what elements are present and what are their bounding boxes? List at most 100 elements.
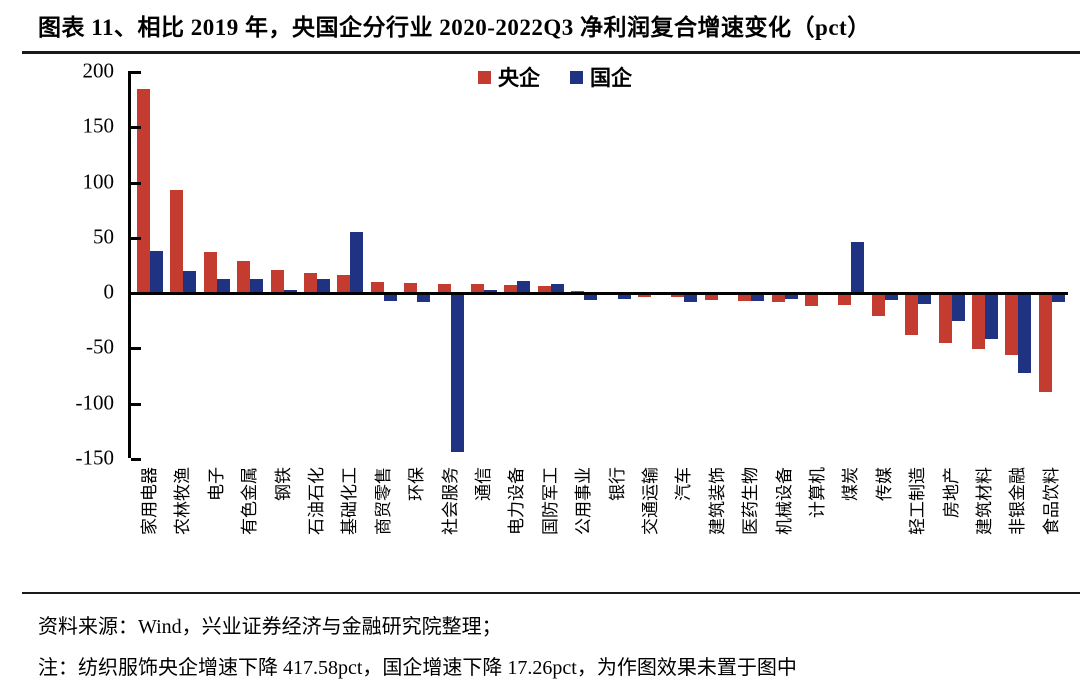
- category-label: 通信: [474, 467, 493, 501]
- bar-state: [517, 280, 531, 293]
- bar-central: [404, 283, 418, 293]
- bar-central: [905, 293, 919, 335]
- bar-central: [337, 275, 351, 293]
- category-label: 基础化工: [340, 467, 360, 535]
- bar-central: [237, 260, 251, 293]
- category-label: 石油石化: [307, 467, 326, 535]
- bar-state: [918, 293, 932, 305]
- bar-state: [383, 293, 397, 301]
- bar-state: [617, 293, 631, 299]
- bar-central: [437, 284, 451, 293]
- bar-central: [471, 284, 484, 293]
- category-label: 汽车: [674, 467, 694, 501]
- category-label: 农林牧渔: [173, 467, 193, 535]
- y-axis-tick: [131, 402, 141, 406]
- category-label: 食品饮料: [1041, 467, 1061, 535]
- category-label: 钢铁: [273, 467, 293, 501]
- bar-central: [137, 88, 150, 293]
- category-label: 交通运输: [641, 467, 660, 535]
- bar-state: [1051, 293, 1065, 302]
- bar-central: [370, 281, 384, 293]
- bar-central: [838, 293, 852, 306]
- chart-title: 图表 11、相比 2019 年，央国企分行业 2020-2022Q3 净利润复合…: [38, 15, 871, 40]
- bar-state: [250, 278, 264, 293]
- category-label: 有色金属: [240, 467, 260, 535]
- category-label: 房地产: [941, 467, 961, 518]
- bar-central: [771, 293, 785, 302]
- bar-central: [170, 190, 184, 293]
- bar-state: [317, 278, 330, 293]
- legend-item-central: 央企: [478, 62, 540, 92]
- category-label: 计算机: [808, 467, 827, 518]
- category-label: 机械设备: [774, 467, 794, 535]
- category-label: 电子: [206, 467, 226, 501]
- bar-state: [985, 293, 998, 340]
- footer-divider: [22, 592, 1080, 594]
- bar-state: [784, 293, 798, 299]
- y-axis-line: [128, 71, 131, 458]
- bar-central: [504, 285, 518, 293]
- bar-state: [550, 284, 564, 293]
- bar-central: [704, 293, 718, 300]
- y-axis-tick: [131, 457, 141, 461]
- bar-central: [671, 293, 685, 298]
- category-label: 家用电器: [140, 467, 159, 535]
- legend-item-state: 国企: [570, 62, 632, 92]
- category-label: 公用事业: [574, 467, 594, 535]
- category-label: 医药生物: [741, 467, 761, 535]
- x-axis-line: [128, 292, 1068, 295]
- category-label: 非银金融: [1008, 467, 1028, 535]
- category-label: 商贸零售: [373, 467, 393, 535]
- note-text: 注：纺织服饰央企增速下降 417.58pct，国企增速下降 17.26pct，为…: [38, 657, 797, 679]
- bar-state: [183, 270, 197, 293]
- y-axis-tick: [131, 236, 141, 240]
- legend-label-state: 国企: [590, 66, 632, 90]
- y-tick-label: 150: [82, 113, 115, 138]
- category-label: 社会服务: [440, 467, 460, 535]
- y-axis-tick: [131, 292, 141, 295]
- category-label: 电力设备: [507, 467, 527, 535]
- bar-state: [283, 289, 297, 293]
- category-label: 建筑装饰: [707, 467, 727, 535]
- bar-state: [450, 293, 464, 453]
- source-text: 资料来源：Wind，兴业证券经济与金融研究院整理；: [38, 616, 502, 638]
- category-label: 银行: [607, 467, 627, 501]
- bar-central: [871, 293, 885, 317]
- category-label: 煤炭: [841, 467, 861, 501]
- category-label: 轻工制造: [908, 467, 928, 535]
- bar-state: [951, 293, 965, 321]
- y-axis-tick: [131, 347, 141, 351]
- title-divider: [22, 51, 1080, 54]
- bar-central: [938, 293, 952, 343]
- bar-central: [1005, 293, 1019, 355]
- y-tick-label: 100: [82, 169, 115, 193]
- category-label: 国防军工: [540, 467, 560, 535]
- y-tick-label: 50: [93, 224, 114, 249]
- bar-state: [1018, 293, 1032, 373]
- y-tick-label: 0: [103, 279, 115, 304]
- bar-state: [150, 251, 163, 293]
- y-axis-tick: [131, 126, 141, 130]
- bar-state: [684, 293, 698, 302]
- bar-central: [972, 293, 985, 350]
- bar-state: [751, 293, 765, 301]
- y-tick-label: -50: [86, 334, 114, 359]
- bar-central: [270, 269, 284, 293]
- bar-central: [1038, 293, 1052, 393]
- category-label: 建筑材料: [975, 467, 994, 535]
- bar-state: [484, 289, 497, 293]
- y-tick-label: 200: [82, 58, 115, 83]
- bar-state: [417, 293, 431, 302]
- bar-central: [537, 286, 551, 293]
- y-tick-label: -150: [75, 445, 115, 470]
- bar-state: [584, 293, 598, 300]
- bar-state: [216, 278, 230, 293]
- bar-central: [571, 290, 585, 293]
- bar-central: [638, 293, 651, 298]
- bar-state: [350, 232, 364, 293]
- state-enterprise-swatch-icon: [570, 70, 583, 84]
- category-label: 环保: [407, 467, 427, 501]
- y-axis-tick: [131, 71, 141, 74]
- bar-central: [805, 293, 818, 307]
